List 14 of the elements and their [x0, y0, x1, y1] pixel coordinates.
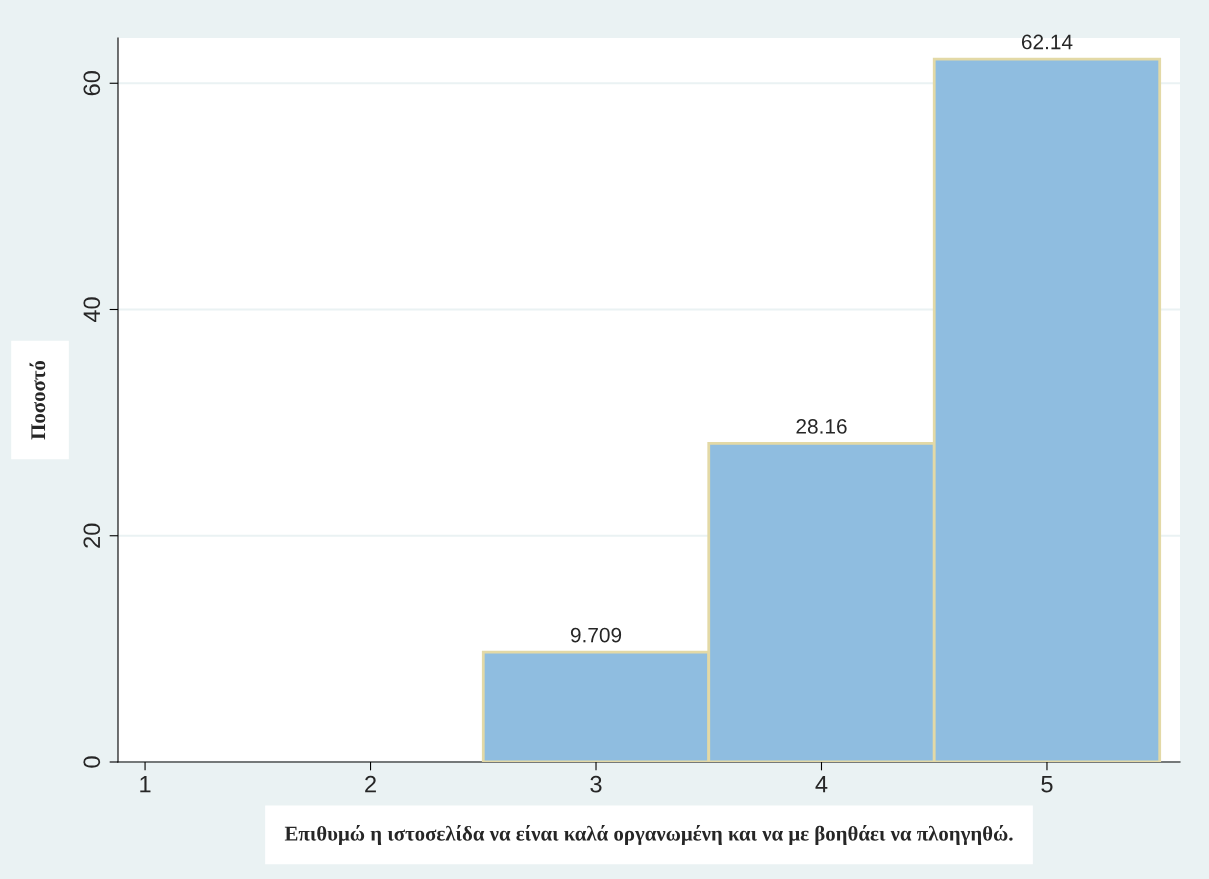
x-tick-label: 5 — [1041, 776, 1053, 793]
data-label: 9.709 — [570, 627, 622, 643]
y-axis-title: Ποσοστό — [29, 360, 46, 440]
y-tick-label: 0 — [83, 756, 101, 768]
x-tick-label: 3 — [590, 775, 602, 793]
y-tick-label: 20 — [83, 523, 101, 548]
x-tick-label: 1 — [140, 776, 151, 793]
x-axis-title: Επιθυμώ η ιστοσελίδα να είναι καλά οργανωμένη και να με βοηθάει να πλοηγηθώ. — [284, 824, 1013, 845]
y-tick-label: 60 — [83, 71, 101, 96]
data-label: 28.16 — [796, 419, 847, 434]
x-tick-label: 4 — [815, 776, 828, 793]
y-tick-label: 40 — [83, 297, 101, 323]
data-label: 62.14 — [1021, 34, 1073, 50]
x-tick-label: 2 — [365, 775, 376, 793]
